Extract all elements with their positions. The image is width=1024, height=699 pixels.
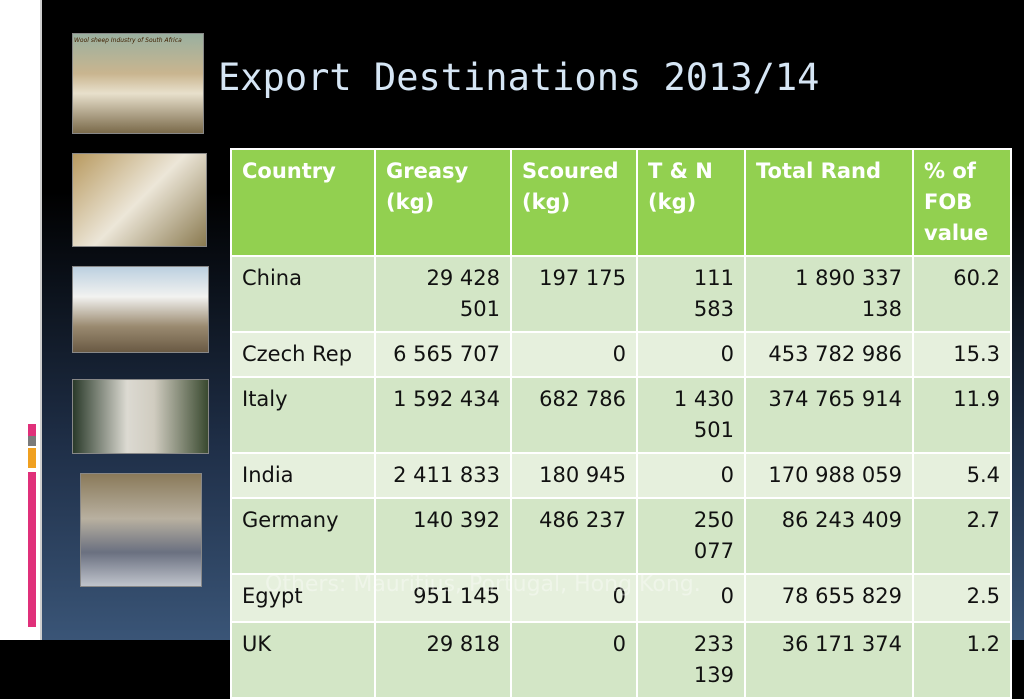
- number-cell: 951 145: [374, 573, 512, 623]
- slide-title: Export Destinations 2013/14: [218, 56, 820, 99]
- country-cell: Italy: [230, 376, 376, 454]
- number-cell: 486 237: [510, 497, 638, 575]
- number-cell: 29 818: [374, 621, 512, 699]
- export-table: Country Greasy (kg) Scoured (kg) T & N (kg)…: [230, 148, 1012, 699]
- country-cell: Czech Rep: [230, 331, 376, 378]
- number-cell: 197 175: [510, 255, 638, 333]
- number-cell: 140 392: [374, 497, 512, 575]
- photo-sheep-feeding: [72, 379, 209, 454]
- number-cell: 1 890 337 138: [744, 255, 914, 333]
- number-cell: 2 411 833: [374, 452, 512, 499]
- accent-bar: [28, 472, 36, 627]
- number-cell: 374 765 914: [744, 376, 914, 454]
- country-cell: India: [230, 452, 376, 499]
- header-cell: Greasy (kg): [374, 148, 512, 257]
- header-cell: Scoured (kg): [510, 148, 638, 257]
- table-row: Italy 1 592 434 682 786 1 430 501 374 765 91…: [230, 376, 1012, 454]
- photo-caption: Wool sheep Industry of South Africa: [74, 37, 182, 44]
- number-cell: 170 988 059: [744, 452, 914, 499]
- header-cell: Country: [230, 148, 376, 257]
- number-cell: 0: [510, 331, 638, 378]
- number-cell: 86 243 409: [744, 497, 914, 575]
- header-cell: T & N (kg): [636, 148, 746, 257]
- accent-bar: [28, 424, 36, 436]
- number-cell: 0: [636, 573, 746, 623]
- country-cell: Germany: [230, 497, 376, 575]
- number-cell: 0: [510, 621, 638, 699]
- photo-sheep-flock: [72, 33, 204, 134]
- table-row: Germany 140 392 486 237 250 077 86 243 409 2.…: [230, 497, 1012, 575]
- number-cell: 60.2: [912, 255, 1012, 333]
- number-cell: 11.9: [912, 376, 1012, 454]
- photo-lambs: [72, 153, 207, 247]
- country-cell: UK: [230, 621, 376, 699]
- accent-bar: [28, 448, 36, 468]
- number-cell: 111 583: [636, 255, 746, 333]
- number-cell: 15.3: [912, 331, 1012, 378]
- number-cell: 453 782 986: [744, 331, 914, 378]
- number-cell: 2.5: [912, 573, 1012, 623]
- photo-shed: [72, 266, 209, 353]
- number-cell: 1 592 434: [374, 376, 512, 454]
- number-cell: 682 786: [510, 376, 638, 454]
- header-cell: Total Rand: [744, 148, 914, 257]
- number-cell: 233 139: [636, 621, 746, 699]
- header-cell: % of FOB value: [912, 148, 1012, 257]
- number-cell: 6 565 707: [374, 331, 512, 378]
- number-cell: 0: [510, 573, 638, 623]
- side-strip: [0, 0, 42, 640]
- number-cell: 1 430 501: [636, 376, 746, 454]
- number-cell: 36 171 374: [744, 621, 914, 699]
- number-cell: 78 655 829: [744, 573, 914, 623]
- table-row: Egypt 951 145 0 0 78 655 829 2.5: [230, 573, 1012, 623]
- table-row: Czech Rep 6 565 707 0 0 453 782 986 15.3: [230, 331, 1012, 378]
- number-cell: 5.4: [912, 452, 1012, 499]
- country-cell: China: [230, 255, 376, 333]
- footnote: Others: Mauritius, Portugal, Hong Kong.: [265, 572, 701, 597]
- photo-sheep-drinking: [80, 473, 202, 587]
- number-cell: 1.2: [912, 621, 1012, 699]
- number-cell: 0: [636, 452, 746, 499]
- number-cell: 180 945: [510, 452, 638, 499]
- number-cell: 2.7: [912, 497, 1012, 575]
- number-cell: 250 077: [636, 497, 746, 575]
- table-row: India 2 411 833 180 945 0 170 988 059 5.4: [230, 452, 1012, 499]
- table-row: China 29 428 501 197 175 111 583 1 890 337 1…: [230, 255, 1012, 333]
- number-cell: 29 428 501: [374, 255, 512, 333]
- header-row: Country Greasy (kg) Scoured (kg) T & N (kg)…: [230, 148, 1012, 257]
- accent-bar: [28, 436, 36, 446]
- table-row: UK 29 818 0 233 139 36 171 374 1.2: [230, 621, 1012, 699]
- country-cell: Egypt: [230, 573, 376, 623]
- number-cell: 0: [636, 331, 746, 378]
